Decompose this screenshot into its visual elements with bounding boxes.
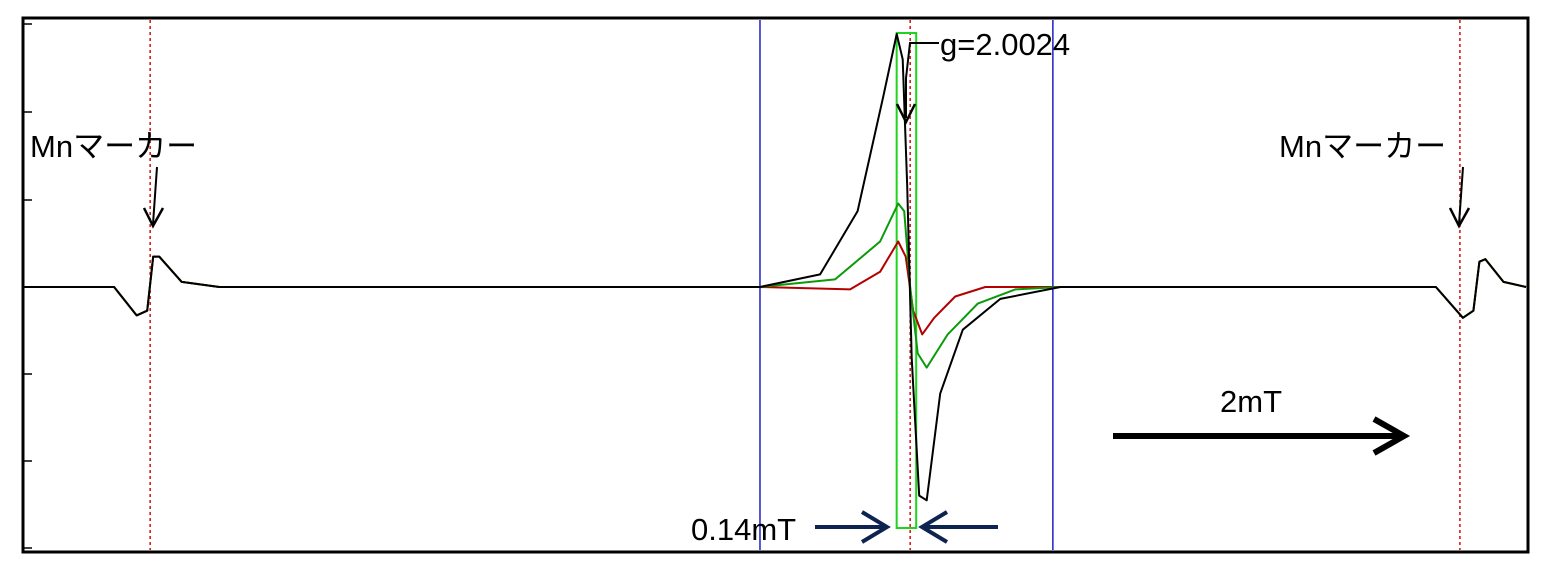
- linewidth-label: 0.14mT: [691, 512, 796, 547]
- mn-marker-label-right: Mnマーカー: [1279, 129, 1446, 164]
- scale-bar-label: 2mT: [1220, 384, 1282, 419]
- mn-marker-arrow-right: [1458, 166, 1464, 225]
- mn-marker-label-left: Mnマーカー: [30, 129, 197, 164]
- mn-marker-arrowhead-right: [1448, 207, 1471, 229]
- scale-bar-arrowhead: [1372, 416, 1411, 456]
- series-line-black: [24, 33, 1527, 502]
- g-value-leader-line: [905, 42, 939, 118]
- mn-marker-arrowhead-left: [142, 207, 165, 229]
- linewidth-highlight-box: [895, 32, 918, 529]
- g-value-label: g=2.0024: [940, 27, 1070, 62]
- mn-marker-arrow-left: [152, 166, 158, 225]
- g-value-arrowhead: [895, 103, 917, 125]
- linewidth-arrowhead-right: [918, 510, 949, 544]
- linewidth-arrowhead-left: [860, 510, 891, 544]
- spectrum-series: [24, 33, 1527, 502]
- y-axis-ticks: [24, 23, 32, 549]
- annotation-overlay: g=2.0024 Mnマーカー Mnマーカー 0.14mT 2mT: [30, 27, 1471, 547]
